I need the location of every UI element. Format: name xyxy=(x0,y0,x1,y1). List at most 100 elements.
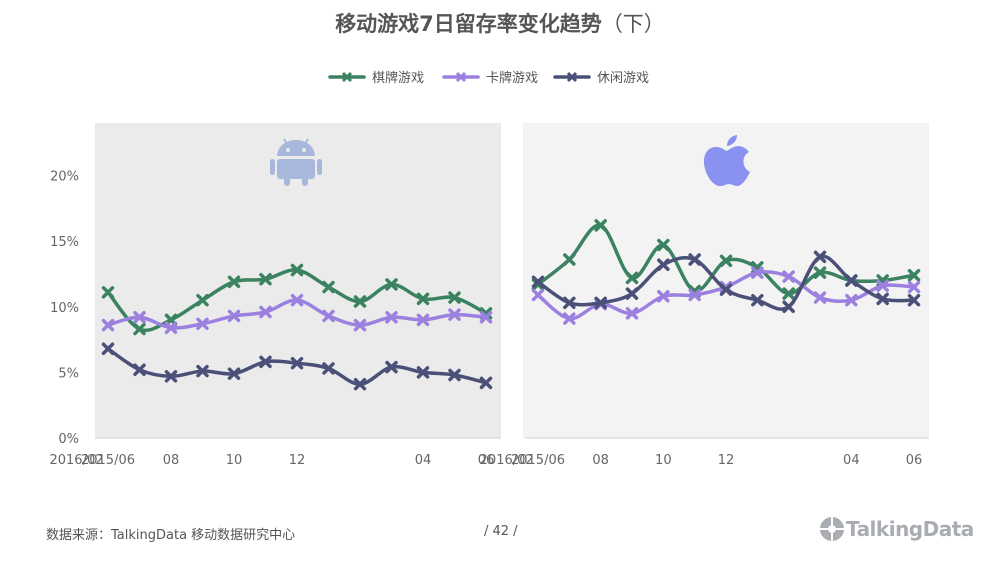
data-point xyxy=(322,362,335,375)
data-point xyxy=(845,274,858,287)
y-tick-label: 10% xyxy=(50,301,79,316)
data-point xyxy=(751,293,764,307)
legend-label: 休闲游戏 xyxy=(597,71,649,86)
data-point xyxy=(290,293,304,307)
data-point xyxy=(164,370,178,383)
data-point xyxy=(719,254,733,268)
legend-item: 棋牌游戏 xyxy=(328,70,424,86)
data-point xyxy=(531,275,545,289)
title-suffix: （下） xyxy=(601,12,665,36)
data-point xyxy=(719,283,733,296)
x-tick-label: 2016/02 xyxy=(480,453,534,468)
y-tick-label: 15% xyxy=(50,235,79,250)
data-point xyxy=(594,219,607,232)
data-point xyxy=(133,311,146,324)
data-point xyxy=(563,296,576,310)
data-point xyxy=(907,293,921,307)
data-point xyxy=(385,311,398,324)
legend-marker xyxy=(341,71,353,83)
y-axis: 0% 5% 10% 15% 20% xyxy=(50,170,79,448)
x-tick-label: 10 xyxy=(655,453,672,468)
data-point xyxy=(322,309,335,323)
x-tick-label: 12 xyxy=(289,453,306,468)
data-point xyxy=(385,278,398,291)
data-point xyxy=(448,308,461,321)
x-tick-label: 04 xyxy=(415,453,432,468)
data-point xyxy=(657,258,670,271)
data-point xyxy=(782,300,795,313)
page-number: / 42 / xyxy=(484,524,518,539)
data-point xyxy=(133,363,146,376)
legend-label: 棋牌游戏 xyxy=(372,70,424,86)
data-point xyxy=(353,318,367,332)
data-point xyxy=(101,286,115,299)
x-axis-ios: 2015/06 08 10 12 2016/02 04 06 xyxy=(480,437,929,468)
data-point xyxy=(907,269,921,282)
data-point xyxy=(563,253,576,266)
data-point xyxy=(416,292,430,306)
x-tick-label: 2016/02 xyxy=(49,453,103,468)
data-point xyxy=(448,291,461,304)
data-point xyxy=(259,272,272,286)
data-point xyxy=(531,288,545,302)
data-point xyxy=(813,250,827,264)
x-tick-label: 12 xyxy=(718,453,735,468)
data-point xyxy=(290,263,304,277)
data-point xyxy=(101,342,115,355)
legend-label: 卡牌游戏 xyxy=(486,70,538,86)
brand-logo: TalkingData xyxy=(818,515,974,543)
data-point xyxy=(416,313,430,327)
data-point xyxy=(448,368,461,382)
data-point xyxy=(688,288,701,302)
plot-android xyxy=(101,263,493,391)
data-point xyxy=(479,376,493,390)
data-point xyxy=(164,321,178,334)
y-tick-label: 20% xyxy=(50,170,79,185)
data-point xyxy=(416,366,430,379)
data-point xyxy=(322,280,335,294)
data-point xyxy=(101,318,115,332)
plot-ios xyxy=(531,219,921,325)
x-tick-label: 08 xyxy=(163,453,180,468)
legend-marker xyxy=(566,71,578,83)
legend-item: 休闲游戏 xyxy=(553,71,649,86)
x-tick-label: 08 xyxy=(592,453,609,468)
data-point xyxy=(876,292,889,306)
data-point xyxy=(657,238,670,252)
data-point xyxy=(385,360,398,374)
data-point xyxy=(688,253,701,266)
data-source: 数据来源：TalkingData 移动数据研究中心 xyxy=(46,528,296,543)
data-point xyxy=(259,305,272,319)
data-point xyxy=(563,312,576,325)
talkingdata-logo-icon xyxy=(820,517,844,541)
x-tick-label: 04 xyxy=(843,453,860,468)
apple-icon xyxy=(703,135,750,187)
data-point xyxy=(782,287,795,300)
data-point xyxy=(876,279,889,292)
data-point xyxy=(353,295,367,308)
x-tick-label: 2015/06 xyxy=(81,453,135,468)
data-point xyxy=(594,296,607,310)
data-point xyxy=(531,278,545,291)
data-point xyxy=(133,322,146,336)
chart-title: 移动游戏7日留存率变化趋势（下） xyxy=(0,8,1000,38)
x-tick-label: 06 xyxy=(906,453,923,468)
data-point xyxy=(196,364,209,378)
data-point xyxy=(259,355,272,369)
legend-item: 卡牌游戏 xyxy=(442,70,538,86)
android-icon xyxy=(270,138,322,186)
data-point xyxy=(907,280,921,294)
data-point xyxy=(625,271,639,285)
data-point xyxy=(227,367,241,380)
y-tick-label: 5% xyxy=(58,366,79,381)
data-point xyxy=(625,307,639,320)
legend-marker xyxy=(455,71,467,83)
title-main: 移动游戏7日留存率变化趋势 xyxy=(335,12,602,36)
data-point xyxy=(196,293,209,307)
legend: 棋牌游戏 卡牌游戏 休闲游戏 xyxy=(328,70,649,86)
data-point xyxy=(845,293,858,307)
data-point xyxy=(353,377,367,391)
data-point xyxy=(782,270,795,283)
data-point xyxy=(227,309,241,323)
